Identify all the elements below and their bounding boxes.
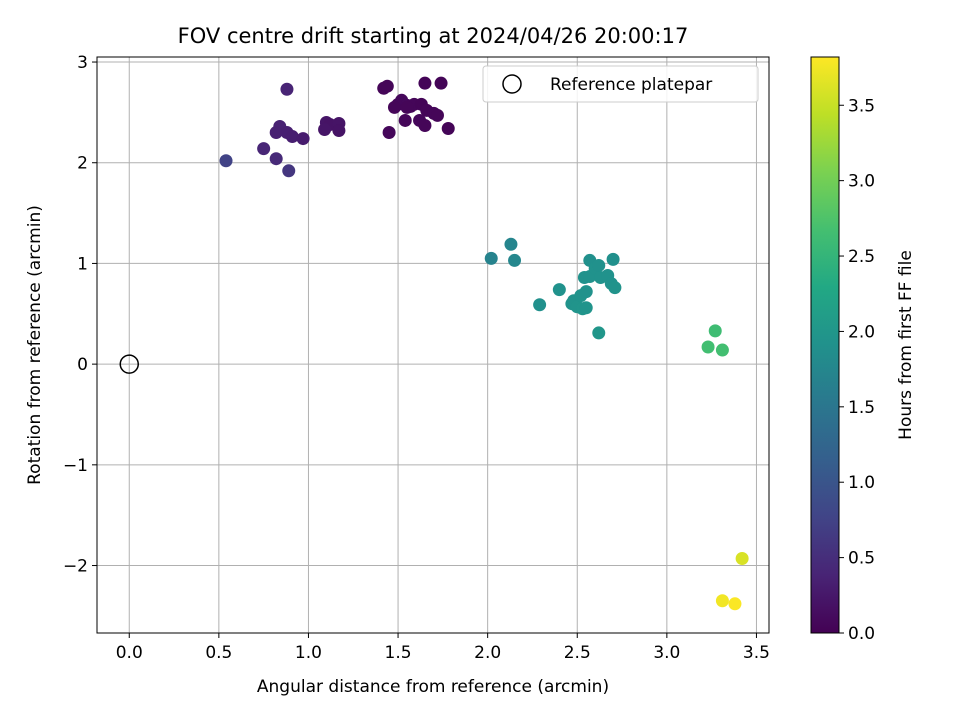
x-axis-label: Angular distance from reference (arcmin) — [257, 677, 609, 697]
data-point — [504, 237, 518, 251]
data-point — [552, 283, 566, 297]
colorbar-tick-label: 3.5 — [848, 96, 875, 116]
legend-label: Reference platepar — [550, 75, 712, 95]
colorbar-gradient — [810, 56, 840, 634]
data-point — [382, 126, 396, 140]
x-tick-label: 0.0 — [116, 643, 143, 663]
data-point — [269, 126, 283, 140]
x-tick-label: 3.5 — [743, 643, 770, 663]
data-point — [434, 76, 448, 90]
data-point — [219, 154, 233, 168]
data-point — [728, 597, 742, 611]
data-point — [484, 251, 498, 265]
colorbar: 0.0 0.5 1.0 1.5 2.0 2.5 3.0 3.5 Hours from firs… — [810, 56, 916, 644]
data-point — [735, 551, 749, 565]
data-point — [606, 252, 620, 266]
data-point — [430, 108, 444, 122]
data-point — [701, 340, 715, 354]
colorbar-tick-label: 2.0 — [848, 322, 875, 342]
colorbar-tick-label: 3.0 — [848, 172, 875, 192]
data-point — [508, 253, 522, 267]
data-point — [318, 123, 332, 137]
y-tick-label: 0 — [77, 355, 88, 375]
colorbar-tick-label: 0.5 — [848, 549, 875, 569]
colorbar-ticks: 0.0 0.5 1.0 1.5 2.0 2.5 3.0 3.5 — [839, 96, 875, 644]
data-point — [608, 281, 622, 295]
legend-marker — [502, 74, 522, 94]
x-tick-label: 0.5 — [205, 643, 232, 663]
data-point — [715, 594, 729, 608]
data-point — [441, 121, 455, 135]
data-point — [579, 285, 593, 299]
colorbar-tick-label: 0.0 — [848, 624, 875, 644]
grid — [97, 57, 769, 633]
y-axis-label: Rotation from reference (arcmin) — [25, 205, 45, 485]
reference-platepar-marker — [119, 354, 140, 374]
plot-area: Reference platepar — [96, 56, 770, 634]
data-point — [708, 324, 722, 338]
x-axis-ticks: 0.0 0.5 1.0 1.5 2.0 2.5 3.0 3.5 — [116, 633, 770, 663]
chart-title: FOV centre drift starting at 2024/04/26 … — [178, 24, 689, 48]
data-point — [400, 100, 414, 114]
data-point — [398, 113, 412, 127]
data-point — [296, 132, 310, 146]
y-axis-ticks: −2 −1 0 1 2 3 — [63, 53, 97, 577]
legend-frame — [482, 65, 759, 103]
x-tick-label: 1.5 — [385, 643, 412, 663]
data-point — [592, 326, 606, 340]
x-tick-label: 2.0 — [474, 643, 501, 663]
data-point — [533, 298, 547, 312]
data-point — [380, 79, 394, 93]
data-point — [579, 301, 593, 315]
plot-frame — [96, 56, 770, 634]
data-point — [418, 76, 432, 90]
data-points — [219, 76, 749, 611]
data-point — [418, 118, 432, 132]
x-tick-label: 3.0 — [653, 643, 680, 663]
data-point — [257, 142, 271, 156]
data-point — [282, 164, 296, 178]
colorbar-tick-label: 1.5 — [848, 398, 875, 418]
data-point — [715, 343, 729, 357]
colorbar-tick-label: 1.0 — [848, 473, 875, 493]
y-tick-label: −2 — [63, 557, 88, 577]
colorbar-tick-label: 2.5 — [848, 247, 875, 267]
y-tick-label: 3 — [77, 53, 88, 73]
y-tick-label: 2 — [77, 154, 88, 174]
data-point — [269, 152, 283, 166]
y-tick-label: 1 — [77, 254, 88, 274]
data-point — [280, 82, 294, 96]
x-tick-label: 1.0 — [295, 643, 322, 663]
data-point — [332, 124, 346, 138]
legend: Reference platepar — [482, 65, 759, 103]
data-point — [285, 130, 299, 144]
x-tick-label: 2.5 — [564, 643, 591, 663]
colorbar-label: Hours from first FF file — [896, 250, 916, 440]
y-tick-label: −1 — [63, 456, 88, 476]
data-point — [592, 258, 606, 272]
data-point — [387, 100, 401, 114]
